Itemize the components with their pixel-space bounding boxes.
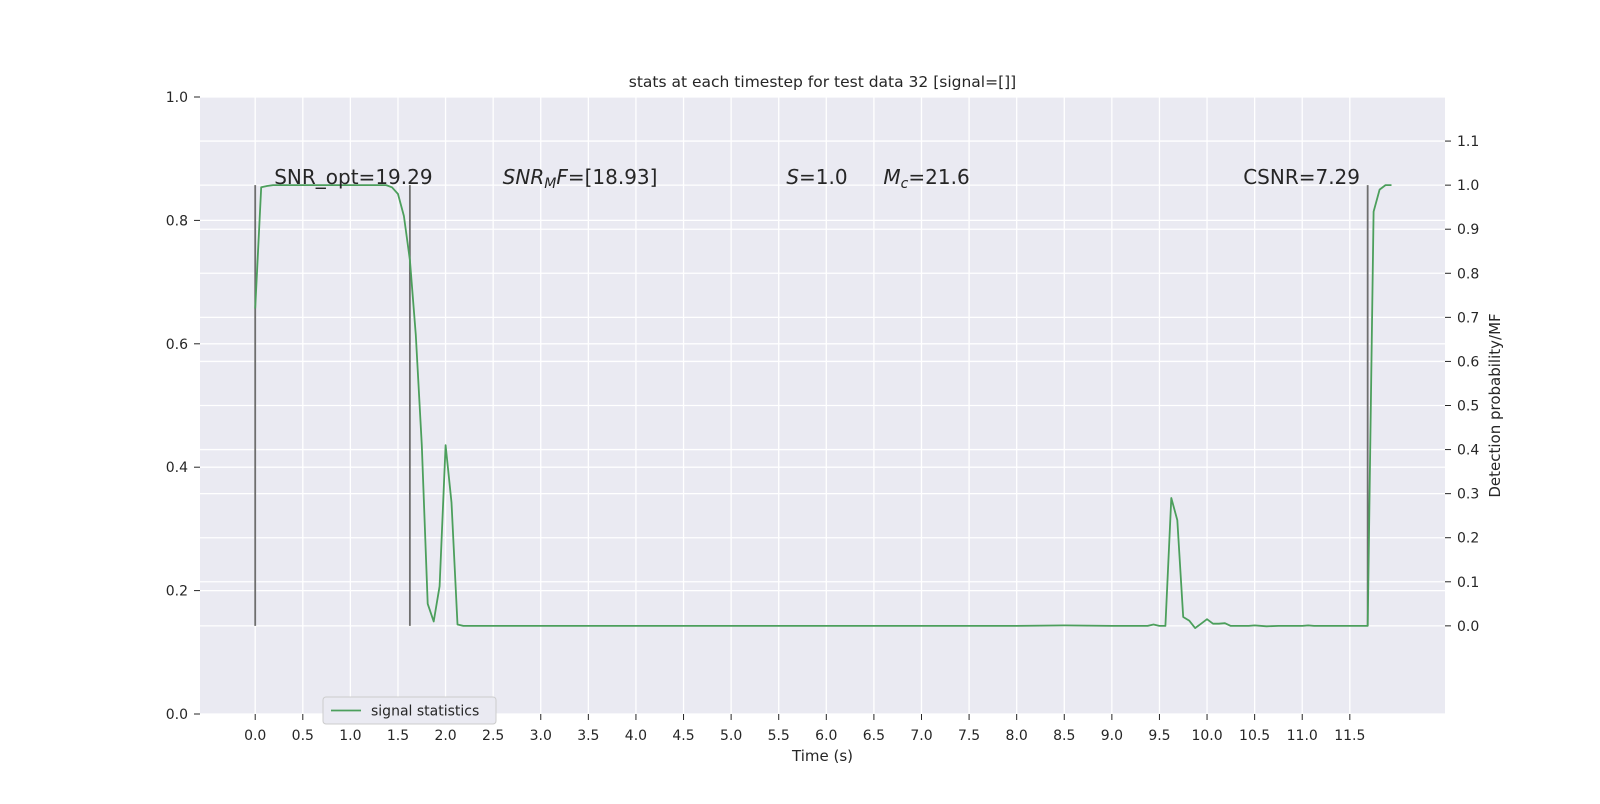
y-axis-left: 0.0 0.2 0.4 0.6 0.8 1.0 — [166, 90, 200, 723]
tick-label-right: 0.5 — [1457, 399, 1479, 415]
tick-label-x: 2.5 — [482, 728, 504, 744]
tick-label-x: 7.5 — [958, 728, 980, 744]
tick-label-x: 4.0 — [625, 728, 647, 744]
y-axis-right: 0.0 0.1 0.2 0.3 0.4 0.5 0.6 0.7 0.8 0.9 1.0 1.1 — [1445, 134, 1479, 635]
annotation-text: SNRMF=[18.93] — [503, 165, 658, 192]
annotation-text: Mc=21.6 — [883, 165, 969, 192]
tick-label-x: 1.5 — [387, 728, 409, 744]
tick-label-right: 0.1 — [1457, 575, 1479, 591]
series-group — [254, 184, 1392, 629]
tick-label-right: 0.8 — [1457, 266, 1479, 282]
annotation-text: SNR_opt=19.29 — [274, 165, 432, 189]
tick-label-x: 7.0 — [910, 728, 932, 744]
tick-label-x: 8.0 — [1006, 728, 1028, 744]
tick-label-x: 4.5 — [672, 728, 694, 744]
annotation-text: CSNR=7.29 — [1243, 165, 1360, 189]
tick-label-x: 5.5 — [768, 728, 790, 744]
legend-label: signal statistics — [371, 704, 479, 720]
tick-label-right: 0.6 — [1457, 354, 1479, 370]
tick-label-right: 1.1 — [1457, 134, 1479, 150]
tick-label-left: 0.6 — [166, 337, 188, 353]
y-axis-right-label: Detection probability/MF — [1486, 313, 1504, 497]
legend: signal statistics — [322, 696, 497, 725]
tick-label-x: 1.0 — [339, 728, 361, 744]
tick-label-x: 11.5 — [1334, 728, 1365, 744]
tick-label-right: 0.9 — [1457, 222, 1479, 238]
tick-label-x: 0.5 — [292, 728, 314, 744]
annotation-text: S=1.0 — [786, 165, 847, 189]
x-axis: 0.0 0.5 1.0 1.5 2.0 2.5 3.0 3.5 4.0 4.5 5.0 5.5 6.0 6… — [244, 714, 1365, 744]
series-line — [254, 184, 1392, 629]
tick-label-x: 10.0 — [1191, 728, 1222, 744]
legend-box — [322, 696, 497, 725]
x-axis-label: Time (s) — [791, 747, 853, 765]
tick-label-x: 6.0 — [815, 728, 837, 744]
tick-label-left: 0.0 — [166, 707, 188, 723]
tick-label-x: 9.5 — [1148, 728, 1170, 744]
tick-label-x: 9.0 — [1101, 728, 1123, 744]
tick-label-right: 0.2 — [1457, 531, 1479, 547]
tick-label-x: 0.0 — [244, 728, 266, 744]
tick-label-x: 3.0 — [530, 728, 552, 744]
tick-label-left: 1.0 — [166, 90, 188, 106]
tick-label-right: 0.0 — [1457, 619, 1479, 635]
chart-title: stats at each timestep for test data 32 … — [629, 73, 1016, 91]
tick-label-left: 0.8 — [166, 213, 188, 229]
annotations: SNR_opt=19.29 SNRMF=[18.93] S=1.0 Mc=21.6 CS… — [274, 165, 1360, 192]
tick-label-left: 0.4 — [166, 460, 188, 476]
tick-label-right: 0.3 — [1457, 487, 1479, 503]
tick-label-right: 0.4 — [1457, 443, 1479, 459]
tick-label-x: 10.5 — [1239, 728, 1270, 744]
tick-label-x: 11.0 — [1287, 728, 1318, 744]
tick-label-x: 8.5 — [1053, 728, 1075, 744]
tick-label-x: 3.5 — [577, 728, 599, 744]
tick-label-right: 1.0 — [1457, 178, 1479, 194]
tick-label-left: 0.2 — [166, 584, 188, 600]
grid-lines-right — [200, 140, 1445, 627]
tick-label-right: 0.7 — [1457, 310, 1479, 326]
tick-label-x: 2.0 — [434, 728, 456, 744]
tick-label-x: 6.5 — [863, 728, 885, 744]
tick-label-x: 5.0 — [720, 728, 742, 744]
